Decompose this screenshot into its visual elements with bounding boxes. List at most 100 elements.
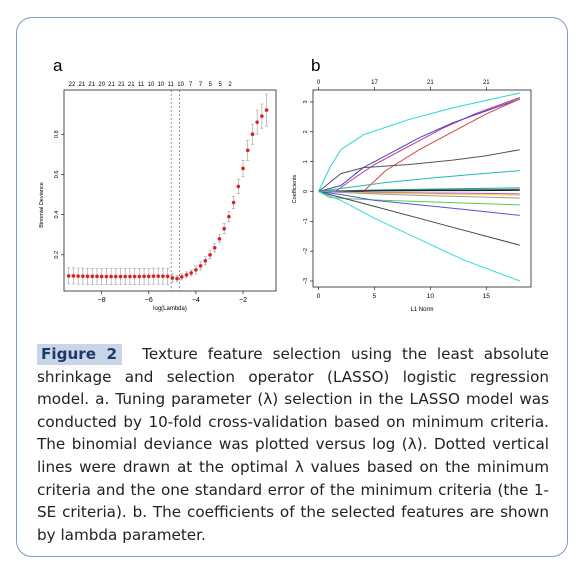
y-tick-label-a-2: 0.6 [54, 171, 60, 179]
data-point-8 [104, 274, 109, 279]
top-label-a-10: 11 [168, 82, 175, 88]
data-point-34 [227, 214, 231, 219]
data-point-13 [128, 274, 132, 279]
x-tick-label-a-1: −6 [145, 297, 153, 304]
data-point-24 [179, 275, 184, 279]
data-point-25 [184, 273, 189, 277]
top-label-a-0: 22 [69, 82, 76, 88]
top-label-b-0: 0 [317, 80, 321, 86]
caption-text: Texture feature selection using the leas… [37, 345, 549, 544]
top-label-a-12: 7 [189, 82, 193, 88]
top-label-a-8: 10 [148, 82, 155, 88]
data-point-39 [250, 132, 255, 137]
panel-b-letter: b [311, 56, 321, 75]
coefficient-path-10 [318, 191, 520, 196]
top-label-a-13: 7 [199, 82, 203, 88]
top-label-a-15: 5 [218, 82, 222, 88]
coefficient-path-0 [318, 92, 520, 192]
data-point-3 [81, 274, 85, 278]
data-point-30 [208, 253, 212, 257]
top-label-a-14: 5 [209, 82, 213, 88]
top-label-a-5: 21 [118, 82, 125, 88]
x-tick-label-a-3: −2 [239, 297, 247, 304]
top-label-a-9: 10 [158, 82, 165, 88]
y-tick-label-b-5: 2 [303, 130, 309, 133]
data-point-12 [123, 274, 128, 279]
data-point-14 [132, 274, 137, 279]
plot-box-a [63, 89, 277, 292]
data-point-27 [194, 268, 198, 272]
coefficient-path-15 [318, 191, 520, 282]
data-point-26 [189, 271, 193, 275]
coefficient-path-8 [318, 189, 520, 192]
y-tick-label-a-1: 0.4 [54, 211, 60, 219]
data-point-28 [198, 264, 203, 268]
coefficient-path-5 [318, 170, 520, 192]
data-point-11 [118, 274, 123, 279]
data-point-31 [212, 245, 217, 250]
data-point-29 [203, 259, 208, 263]
x-tick-label-b-2: 10 [427, 293, 435, 300]
y-axis-label-a: Binomial Deviance [39, 182, 45, 228]
top-label-a-4: 21 [108, 82, 115, 88]
figure-label: Figure 2 [37, 344, 123, 365]
data-point-41 [260, 114, 264, 118]
data-point-9 [109, 274, 113, 279]
y-tick-label-b-1: −2 [303, 248, 309, 254]
top-label-a-11: 10 [177, 82, 184, 88]
data-point-33 [222, 226, 226, 231]
chart-a: −8 −6 −4 −20.20.40.60.822 21 21 20 21 21 21 11 10 10… [39, 82, 277, 312]
data-point-40 [255, 120, 259, 124]
coefficient-path-2 [318, 98, 520, 192]
data-point-22 [170, 276, 175, 280]
x-tick-label-b-0: 0 [317, 293, 321, 300]
coefficient-path-14 [318, 191, 520, 246]
data-point-10 [114, 274, 118, 279]
data-point-0 [66, 274, 71, 278]
data-point-38 [245, 148, 250, 153]
x-tick-label-a-2: −4 [192, 297, 200, 304]
panel-a-letter: a [53, 56, 63, 75]
y-tick-label-a-3: 0.8 [54, 130, 60, 138]
data-point-5 [90, 274, 95, 279]
top-label-a-2: 21 [88, 82, 95, 88]
data-point-42 [264, 108, 269, 112]
x-tick-label-b-1: 5 [373, 293, 377, 300]
y-tick-label-b-0: −3 [303, 278, 309, 284]
data-point-2 [76, 274, 80, 278]
coefficient-path-4 [318, 149, 520, 192]
data-point-20 [161, 274, 165, 278]
coefficient-path-13 [318, 191, 520, 216]
coefficient-path-12 [318, 191, 520, 206]
y-tick-label-b-4: 1 [303, 160, 309, 163]
data-point-7 [99, 274, 104, 279]
data-point-19 [156, 274, 161, 278]
top-label-b-2: 21 [427, 80, 434, 86]
y-tick-label-a-0: 0.2 [54, 251, 60, 259]
figure-caption: Figure 2 Texture feature selection using… [37, 343, 549, 546]
y-tick-label-b-3: 0 [303, 190, 309, 193]
data-point-1 [71, 274, 76, 278]
x-axis-label-b: L1 Norm [410, 307, 433, 313]
y-axis-label-b: Coefficients [292, 174, 298, 203]
data-point-6 [95, 274, 99, 279]
top-label-b-3: 21 [483, 80, 490, 86]
data-point-21 [165, 274, 170, 279]
top-label-a-1: 21 [79, 82, 86, 88]
x-axis-label-a: log(Lambda) [153, 306, 187, 312]
data-point-15 [137, 274, 142, 279]
data-point-17 [147, 274, 151, 279]
x-tick-label-a-0: −8 [98, 297, 106, 304]
y-tick-label-b-6: 3 [303, 100, 309, 103]
top-label-a-16: 2 [228, 82, 232, 88]
top-label-a-3: 20 [98, 82, 105, 88]
data-point-37 [241, 166, 245, 171]
plot-box-b [312, 89, 532, 288]
chart-b: 0 5 10 15 0 17 21 21 −3 −2 −1 0 1 2 3 L1 Norm Coefficien… [292, 80, 532, 313]
coefficient-path-3 [318, 98, 521, 192]
data-point-18 [151, 274, 156, 278]
data-point-16 [142, 274, 146, 279]
data-point-4 [85, 274, 90, 279]
coefficient-path-11 [318, 191, 520, 199]
top-label-a-6: 21 [128, 82, 135, 88]
